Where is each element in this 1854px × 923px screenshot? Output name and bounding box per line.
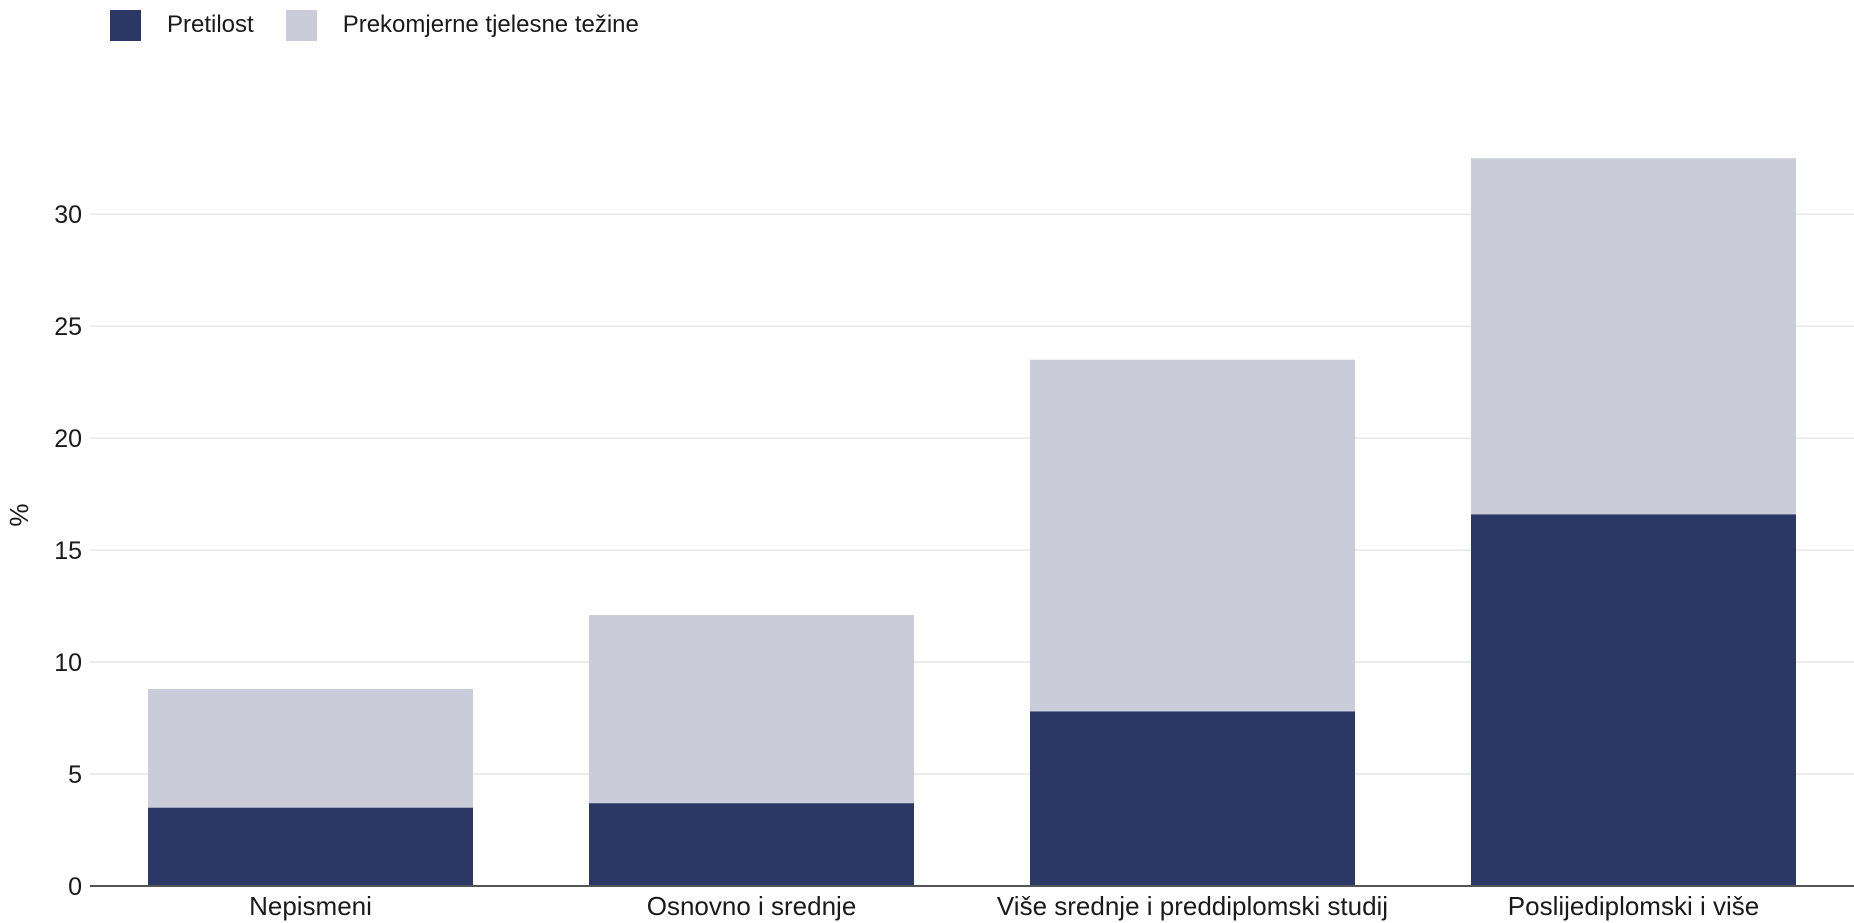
axes: 0 5 10 15 20 25 30 Nepismeni Osnovno i srednje Vi… bbox=[54, 201, 1854, 921]
x-category-label: Više srednje i preddiplomski studij bbox=[997, 891, 1388, 921]
legend: Pretilost Prekomjerne tjelesne težine bbox=[110, 8, 671, 42]
y-tick-label: 25 bbox=[54, 313, 82, 341]
bar-segment-pretilost-1[interactable] bbox=[589, 803, 914, 886]
y-tick-label: 30 bbox=[54, 201, 82, 229]
y-tick-label: 15 bbox=[54, 537, 82, 565]
y-tick-label: 5 bbox=[68, 761, 82, 789]
bar-segment-prekomjerne-0[interactable] bbox=[148, 688, 473, 808]
bar-segment-pretilost-0[interactable] bbox=[148, 807, 473, 886]
x-category-label: Poslijediplomski i više bbox=[1508, 891, 1759, 921]
bar-segment-prekomjerne-1[interactable] bbox=[589, 615, 914, 804]
legend-item-pretilost[interactable]: Pretilost bbox=[110, 9, 254, 41]
bar-segment-pretilost-3[interactable] bbox=[1471, 514, 1796, 886]
x-category-label: Nepismeni bbox=[249, 891, 372, 921]
y-tick-label: 10 bbox=[54, 649, 82, 677]
x-category-label: Osnovno i srednje bbox=[647, 891, 857, 921]
bar-segment-prekomjerne-3[interactable] bbox=[1471, 158, 1796, 515]
legend-swatch-prekomjerne bbox=[285, 9, 317, 41]
legend-label-prekomjerne: Prekomjerne tjelesne težine bbox=[342, 11, 639, 38]
bar-segment-pretilost-2[interactable] bbox=[1030, 711, 1355, 886]
bars bbox=[148, 158, 1796, 886]
legend-item-prekomjerne[interactable]: Prekomjerne tjelesne težine bbox=[285, 9, 639, 41]
legend-label-pretilost: Pretilost bbox=[167, 11, 254, 38]
legend-swatch-pretilost bbox=[110, 9, 141, 41]
y-tick-label: 0 bbox=[68, 873, 82, 901]
bar-segment-prekomjerne-2[interactable] bbox=[1030, 359, 1355, 712]
y-axis-label: % bbox=[4, 503, 34, 526]
y-tick-label: 20 bbox=[54, 425, 82, 453]
